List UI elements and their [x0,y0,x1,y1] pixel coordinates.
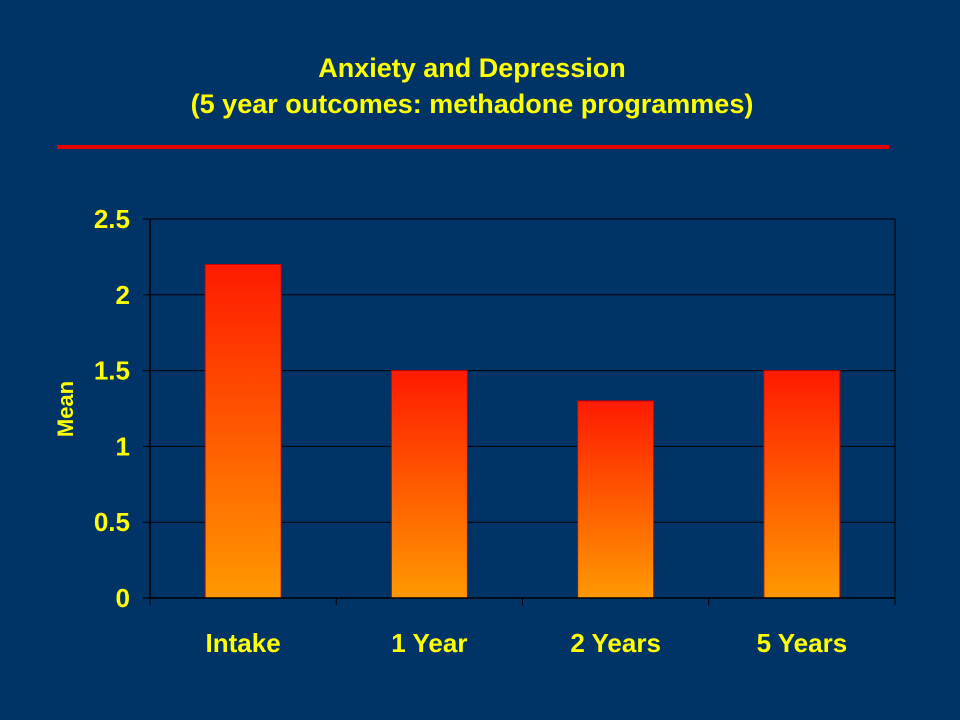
axes [143,218,896,605]
bar [390,370,468,599]
y-tick-label: 0.5 [94,507,130,537]
y-tick-label: 1 [116,431,130,461]
title-divider [57,145,889,149]
bar [204,263,282,599]
y-tick-label: 1.5 [94,356,130,386]
x-category-label: 1 Year [391,628,467,658]
bar [577,400,655,599]
y-tick-labels: 0 0.5 1 1.5 2 2.5 [94,204,130,613]
x-category-label: 2 Years [570,628,661,658]
bar [763,370,841,599]
y-axis-title: Mean [53,381,78,437]
chart-title-line2: (5 year outcomes: methadone programmes) [190,89,754,119]
y-tick-label: 2.5 [94,204,130,234]
x-category-label: Intake [206,628,281,658]
x-category-label: 5 Years [757,628,848,658]
chart-title: Anxiety and Depression (5 year outcomes:… [0,50,944,122]
y-tick-label: 2 [116,280,130,310]
x-category-labels: Intake 1 Year 2 Years 5 Years [206,628,848,658]
y-tick-label: 0 [116,583,130,613]
bars [204,263,841,599]
chart-title-line1: Anxiety and Depression [318,53,626,83]
